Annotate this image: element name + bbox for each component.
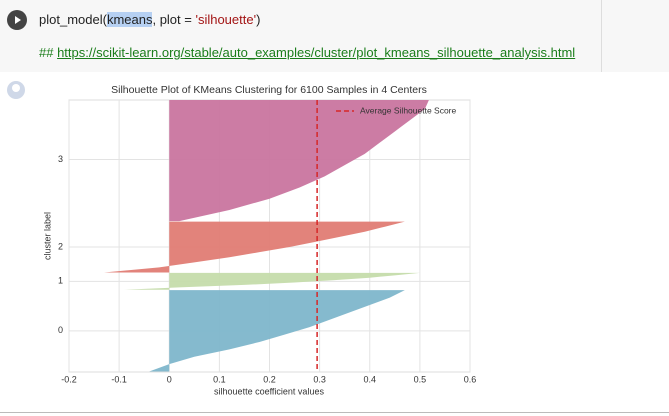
output-avatar xyxy=(7,81,25,99)
y-tick-label: 0 xyxy=(58,325,63,335)
x-tick-label: 0 xyxy=(167,374,172,384)
x-tick-label: 0.3 xyxy=(313,374,326,384)
code-token: 'silhouette' xyxy=(195,12,257,27)
code-cell: plot_model(kmeans, plot = 'silhouette') … xyxy=(0,0,669,72)
x-axis-label: silhouette coefficient values xyxy=(214,386,324,396)
y-axis-label: cluster label xyxy=(42,212,52,260)
x-tick-label: 0.2 xyxy=(263,374,276,384)
x-tick-label: 0.1 xyxy=(213,374,226,384)
cluster-silhouette xyxy=(104,221,405,273)
comment-line: ## https://scikit-learn.org/stable/auto_… xyxy=(39,45,575,60)
code-token: plot_model( xyxy=(39,12,107,27)
x-tick-label: 0.6 xyxy=(464,374,477,384)
code-editor[interactable]: plot_model(kmeans, plot = 'silhouette') … xyxy=(30,0,602,72)
x-tick-label: 0.5 xyxy=(414,374,427,384)
cluster-silhouette xyxy=(169,100,429,222)
link[interactable]: https://scikit-learn.org/stable/auto_exa… xyxy=(57,45,576,60)
x-tick-label: -0.2 xyxy=(61,374,77,384)
divider xyxy=(0,412,669,413)
comment-prefix: ## xyxy=(39,45,58,60)
run-button[interactable] xyxy=(7,10,27,30)
x-tick-label: -0.1 xyxy=(111,374,127,384)
y-tick-label: 3 xyxy=(58,154,63,164)
x-tick-label: 0.4 xyxy=(363,374,376,384)
y-tick-label: 1 xyxy=(58,276,63,286)
code-token: ) xyxy=(256,12,261,27)
cluster-silhouette xyxy=(149,290,405,372)
y-tick-label: 2 xyxy=(58,241,63,251)
clusters xyxy=(104,100,429,372)
legend-label: Average Silhouette Score xyxy=(360,105,457,115)
code-line: plot_model(kmeans, plot = 'silhouette') xyxy=(39,12,260,27)
chart-title: Silhouette Plot of KMeans Clustering for… xyxy=(111,84,427,96)
cluster-silhouette xyxy=(124,272,420,290)
code-token: kmeans xyxy=(106,12,153,27)
code-token: , plot = xyxy=(152,12,196,27)
